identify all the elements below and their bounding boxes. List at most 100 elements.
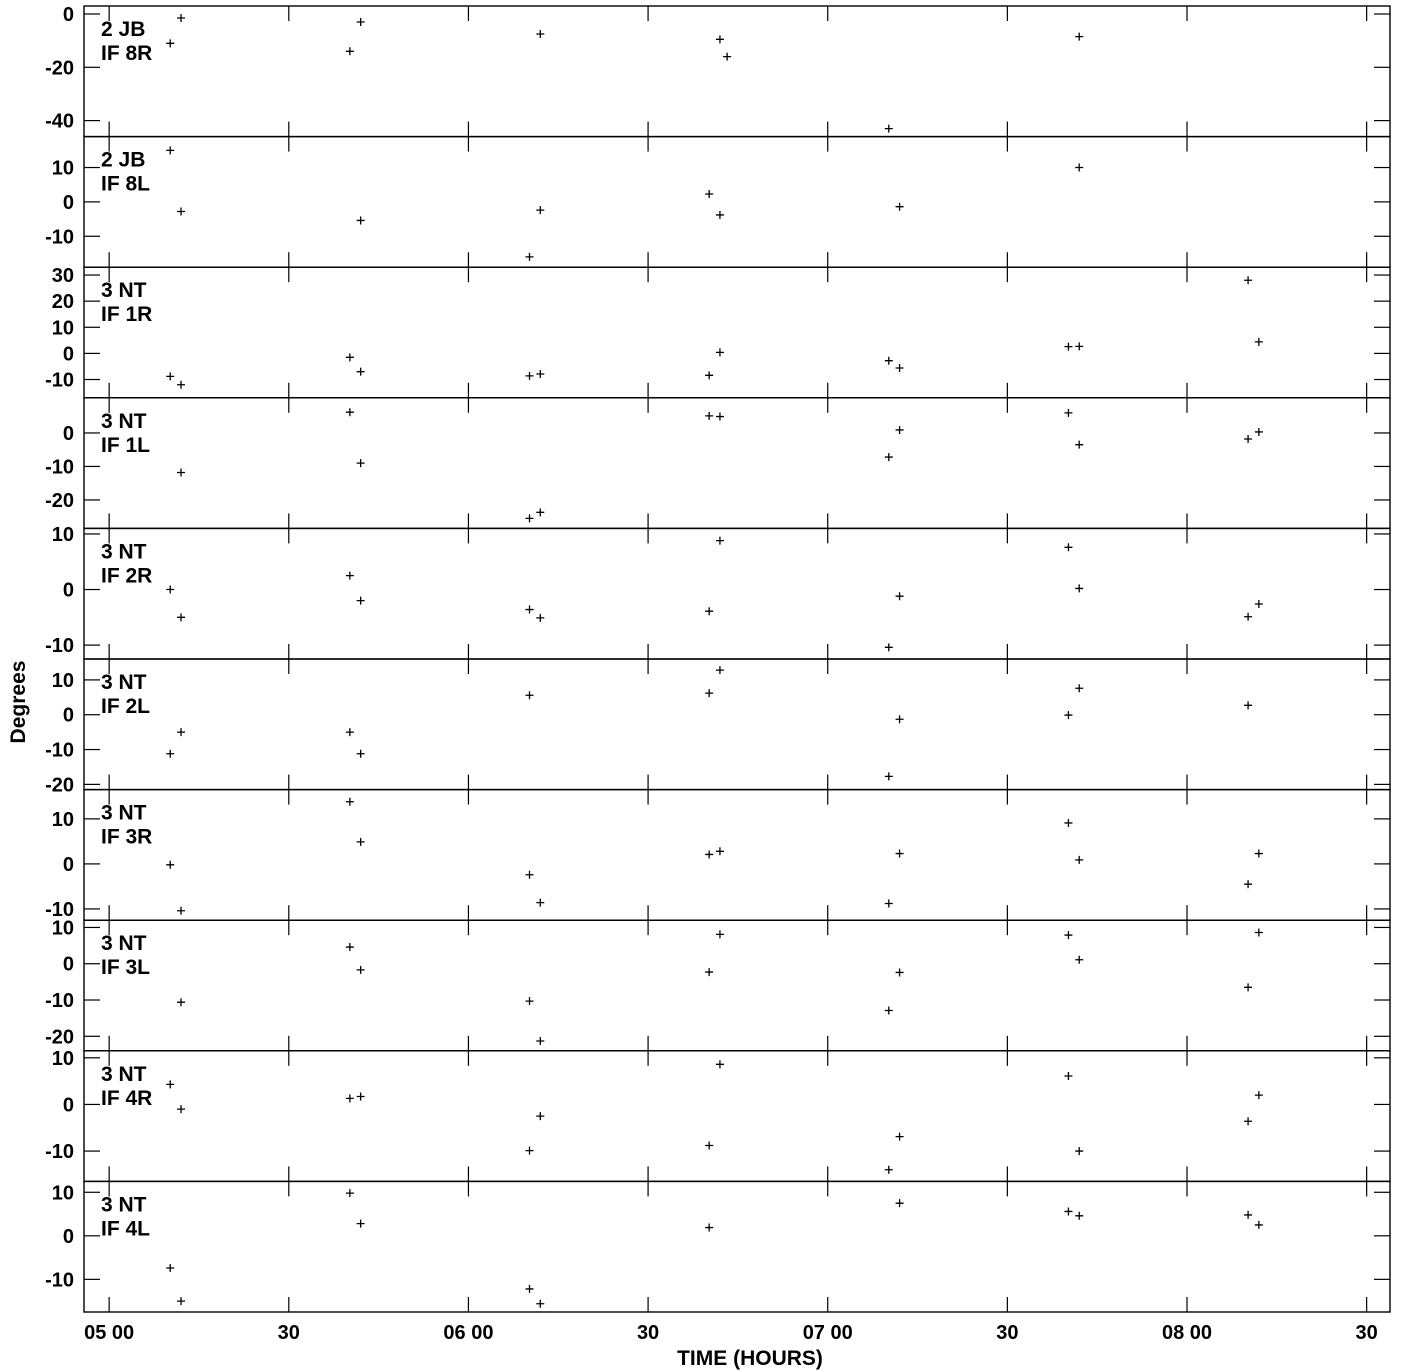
data-point [166,860,175,869]
data-point [525,1284,534,1293]
data-point [1075,855,1084,864]
y-tick-label: 10 [52,670,74,692]
data-point [1075,163,1084,172]
data-point [166,39,175,48]
y-tick-label: 0 [63,192,74,214]
y-tick-label: 10 [52,524,74,546]
x-tick-label: 08 00 [1162,1322,1212,1344]
data-point [705,411,714,420]
y-tick-label: -10 [45,899,74,921]
data-point [715,412,724,421]
data-point [1064,818,1073,827]
data-point [715,1060,724,1069]
data-point [356,749,365,758]
data-point [166,146,175,155]
data-point [884,899,893,908]
y-tick-label: 10 [52,158,74,180]
x-tick-label: 30 [996,1322,1018,1344]
panel-label-if: IF 4L [101,1217,150,1240]
panel-frame [83,135,1391,268]
data-point [345,408,354,417]
panel-label-if: IF 2L [101,695,150,718]
y-tick-label: -20 [45,774,74,796]
data-point [705,371,714,380]
panel-label-baseline: 3 NT [101,540,147,563]
y-tick-label: 10 [52,1182,74,1204]
data-point [525,371,534,380]
y-tick-label: 0 [63,580,74,602]
data-point [715,210,724,219]
data-point [895,592,904,601]
data-point [536,1112,545,1121]
data-point [705,607,714,616]
x-axis-title: TIME (HOURS) [677,1347,823,1370]
panel-label-if: IF 1R [101,303,152,326]
data-point [1075,1211,1084,1220]
data-point [715,847,724,856]
y-tick-label: 10 [52,917,74,939]
data-point [884,643,893,652]
data-point [884,1006,893,1015]
data-point [1244,880,1253,889]
data-point [895,968,904,977]
data-point [1254,337,1263,346]
panel-label-if: IF 1L [101,434,150,457]
data-point [715,930,724,939]
y-tick-label: 10 [52,809,74,831]
panel-frame [83,1050,1391,1183]
data-point [356,1092,365,1101]
panel-frame [83,5,1391,138]
data-point [1064,931,1073,940]
data-point [895,715,904,724]
data-point [356,596,365,605]
data-point [895,1199,904,1208]
data-point [715,536,724,545]
data-point [356,965,365,974]
data-point [1064,342,1073,351]
y-tick-label: -10 [45,990,74,1012]
data-point [1244,1117,1253,1126]
x-tick-label: 30 [637,1322,659,1344]
data-point [345,353,354,362]
panel-label-if: IF 4R [101,1087,152,1110]
data-point [1064,711,1073,720]
data-point [166,1264,175,1273]
data-point [1244,276,1253,285]
x-tick-label: 30 [278,1322,300,1344]
data-point [536,370,545,379]
data-point [705,968,714,977]
data-point [166,749,175,758]
y-tick-label: 20 [52,291,74,313]
data-point [1075,342,1084,351]
panel-label-baseline: 3 NT [101,802,147,825]
data-point [715,348,724,357]
data-point [536,29,545,38]
y-tick-label: 30 [52,265,74,287]
y-tick-label: -20 [45,1026,74,1048]
data-point [345,728,354,737]
data-point [1244,983,1253,992]
y-tick-label: -10 [45,370,74,392]
data-point [345,943,354,952]
data-point [1254,1220,1263,1229]
y-tick-label: -10 [45,456,74,478]
data-point [1075,32,1084,41]
panel-frame [83,919,1391,1052]
data-point [1064,408,1073,417]
data-point [705,850,714,859]
y-tick-label: 0 [63,423,74,445]
y-tick-label: -40 [45,111,74,133]
data-point [177,1297,186,1306]
data-point [177,380,186,389]
data-point [1254,599,1263,608]
data-point [884,124,893,133]
data-point [525,870,534,879]
panel-label-baseline: 2 JB [101,18,145,41]
